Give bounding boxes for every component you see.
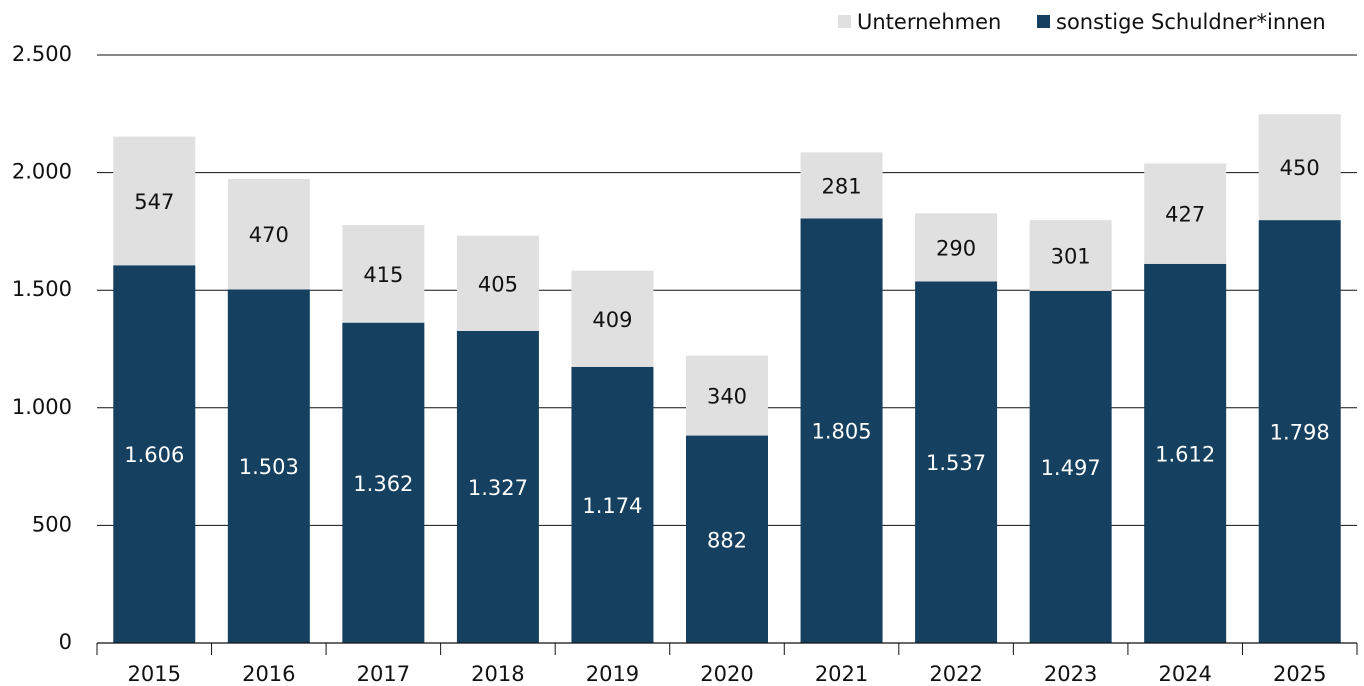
data-label: 882 (707, 528, 747, 552)
bar-segment (342, 225, 425, 323)
data-label: 409 (592, 308, 632, 332)
bar-segment (686, 355, 768, 436)
bar-segment (1029, 290, 1112, 643)
y-tick-label: 1.500 (12, 277, 72, 301)
bar-segment (800, 152, 883, 219)
data-label: 450 (1280, 156, 1320, 180)
data-label: 547 (134, 190, 174, 214)
bar-segment (227, 178, 310, 290)
bar-segment (1029, 220, 1112, 291)
data-label: 301 (1051, 245, 1091, 269)
x-tick-label: 2020 (700, 662, 753, 686)
legend-swatch (1037, 15, 1050, 28)
data-label: 1.612 (1155, 442, 1215, 466)
data-label: 1.537 (926, 451, 986, 475)
data-label: 1.327 (468, 476, 528, 500)
legend-swatch (838, 15, 851, 28)
x-tick-label: 2025 (1273, 662, 1326, 686)
y-tick-label: 500 (32, 512, 72, 536)
bar-segment (342, 322, 425, 643)
data-label: 1.497 (1041, 456, 1101, 480)
data-label: 415 (363, 263, 403, 287)
y-tick-label: 1.000 (12, 395, 72, 419)
x-tick-label: 2016 (242, 662, 295, 686)
x-tick-label: 2023 (1044, 662, 1097, 686)
bar-segment (227, 289, 310, 643)
bar-segment (456, 235, 539, 331)
data-label: 405 (478, 272, 518, 296)
x-tick-label: 2024 (1158, 662, 1211, 686)
x-tick-label: 2017 (357, 662, 410, 686)
x-tick-label: 2021 (815, 662, 868, 686)
bar-segment (1144, 163, 1227, 264)
data-label: 1.606 (124, 443, 184, 467)
data-label: 340 (707, 385, 747, 409)
bar-segment (571, 270, 654, 367)
bar-segment (571, 366, 654, 643)
data-label: 290 (936, 236, 976, 260)
data-label: 281 (821, 174, 861, 198)
data-label: 1.798 (1270, 421, 1330, 445)
data-label: 427 (1165, 203, 1205, 227)
x-tick-label: 2015 (128, 662, 181, 686)
data-label: 1.805 (811, 420, 871, 444)
data-label: 1.174 (582, 494, 642, 518)
x-tick-label: 2022 (929, 662, 982, 686)
bar-segment (1144, 263, 1227, 643)
data-label: 470 (249, 223, 289, 247)
bar-segment (686, 435, 768, 643)
data-label: 1.362 (353, 472, 413, 496)
data-label: 1.503 (239, 455, 299, 479)
y-tick-label: 2.000 (12, 160, 72, 184)
legend-label: sonstige Schuldner*innen (1056, 10, 1326, 34)
y-tick-label: 2.500 (12, 42, 72, 66)
bar-segment (800, 218, 883, 644)
bar-segment (113, 136, 196, 266)
bar-segment (113, 265, 196, 643)
x-tick-label: 2019 (586, 662, 639, 686)
bar-segment (1258, 220, 1341, 643)
bar-segment (915, 213, 998, 282)
bar-segment (915, 281, 998, 643)
legend-label: Unternehmen (857, 10, 1001, 34)
bar-segment (1258, 114, 1341, 221)
bar-segment (456, 330, 539, 643)
y-tick-label: 0 (59, 630, 72, 654)
x-tick-label: 2018 (471, 662, 524, 686)
